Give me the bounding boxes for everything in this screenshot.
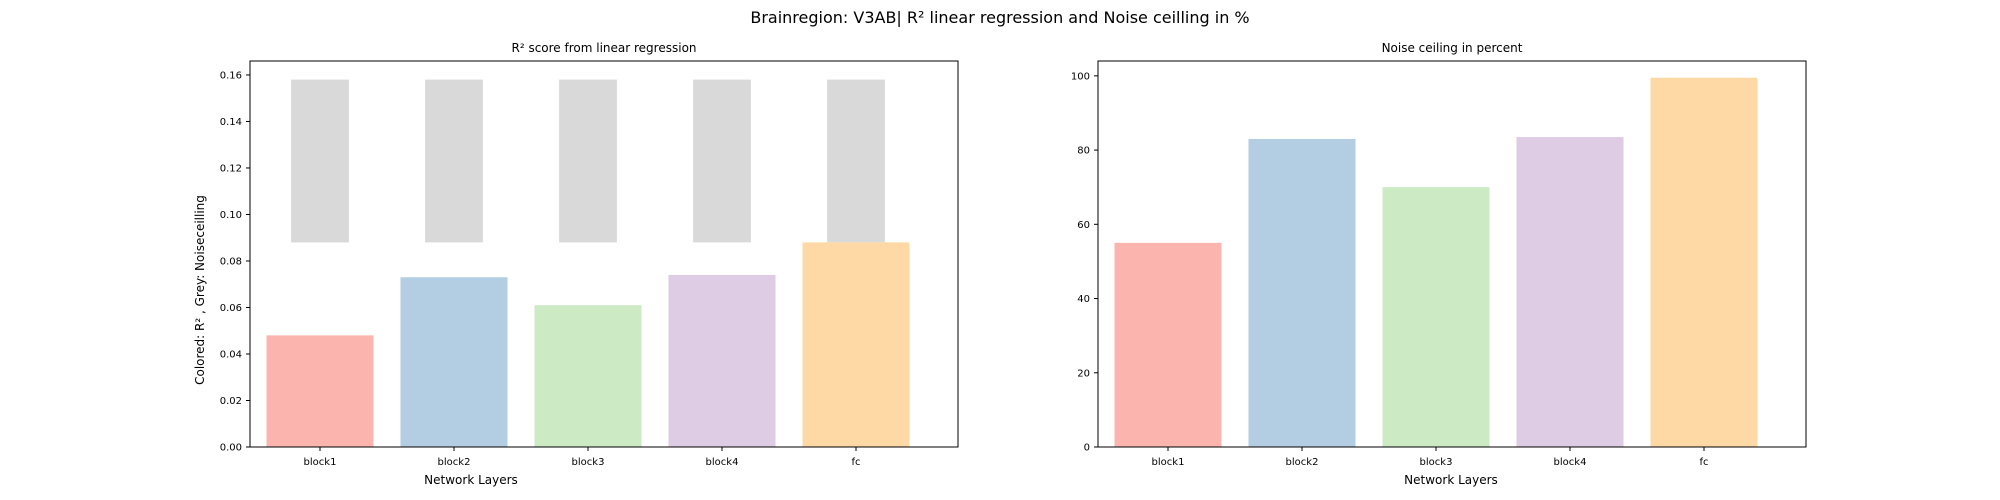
noise-bar-block4	[1516, 137, 1624, 447]
r2-xtick-label-block2: block2	[438, 457, 471, 468]
r2-bar-block3	[534, 305, 642, 447]
r2-bars	[266, 79, 910, 447]
noise-chart: Noise ceiling in percent Network Layers …	[1071, 41, 1807, 487]
r2-chart: R² score from linear regression Network …	[193, 41, 959, 487]
noise-bar-block3	[1382, 187, 1490, 447]
noise-ytick-label-4: 80	[1077, 146, 1090, 157]
r2-ytick-label-6: 0.12	[220, 163, 242, 174]
r2-noise-ceiling-bar-block2	[425, 79, 483, 243]
r2-xtick-label-fc: fc	[851, 457, 860, 468]
r2-ytick-label-0: 0.00	[220, 443, 242, 454]
r2-ytick-label-7: 0.14	[220, 117, 242, 128]
r2-noise-ceiling-bar-fc	[827, 79, 885, 243]
noise-ytick-label-0: 0	[1084, 443, 1090, 454]
noise-bar-block1	[1114, 242, 1222, 447]
r2-bar-fc	[802, 242, 910, 447]
noise-bars	[1114, 77, 1758, 448]
noise-ytick-label-5: 100	[1071, 71, 1090, 82]
noise-xtick-label-block4: block4	[1554, 457, 1587, 468]
noise-bar-block2	[1248, 138, 1356, 447]
r2-ytick-label-3: 0.06	[220, 303, 242, 314]
r2-xtick-label-block4: block4	[706, 457, 739, 468]
r2-chart-xlabel: Network Layers	[424, 473, 518, 487]
r2-chart-ylabel: Colored: R² , Grey: Noiseceilling	[193, 195, 207, 385]
r2-noise-ceiling-bar-block4	[693, 79, 751, 243]
r2-xtick-label-block3: block3	[572, 457, 605, 468]
noise-xtick-label-block1: block1	[1152, 457, 1185, 468]
r2-ticks: block1 block2 block3 block4 fc 0.00 0.02 0.04 0.…	[220, 70, 861, 468]
noise-xtick-label-fc: fc	[1699, 457, 1708, 468]
noise-ytick-label-2: 40	[1077, 294, 1090, 305]
r2-noise-ceiling-bar-block1	[291, 79, 349, 243]
r2-ytick-label-8: 0.16	[220, 70, 242, 81]
r2-ytick-label-4: 0.08	[220, 256, 242, 267]
r2-plot-frame	[249, 60, 959, 448]
figure-suptitle: Brainregion: V3AB| R² linear regression …	[750, 8, 1249, 27]
r2-ytick-label-2: 0.04	[220, 349, 242, 360]
r2-bar-block4	[668, 274, 776, 447]
r2-ytick-label-5: 0.10	[220, 210, 242, 221]
noise-bar-fc	[1650, 77, 1758, 448]
r2-bar-block2	[400, 277, 508, 447]
noise-xtick-label-block2: block2	[1286, 457, 1319, 468]
noise-ytick-label-3: 60	[1077, 220, 1090, 231]
noise-plot-frame	[1097, 60, 1807, 448]
noise-ticks: block1 block2 block3 block4 fc 0 20 40 60 80 100	[1071, 71, 1709, 468]
r2-ytick-label-1: 0.02	[220, 396, 242, 407]
r2-xtick-label-block1: block1	[304, 457, 337, 468]
r2-chart-title: R² score from linear regression	[511, 41, 696, 55]
noise-ytick-label-1: 20	[1077, 368, 1090, 379]
r2-bar-block1	[266, 335, 374, 447]
noise-xtick-label-block3: block3	[1420, 457, 1453, 468]
r2-noise-ceiling-bar-block3	[559, 79, 617, 243]
noise-chart-xlabel: Network Layers	[1404, 473, 1498, 487]
noise-chart-title: Noise ceiling in percent	[1382, 41, 1523, 55]
